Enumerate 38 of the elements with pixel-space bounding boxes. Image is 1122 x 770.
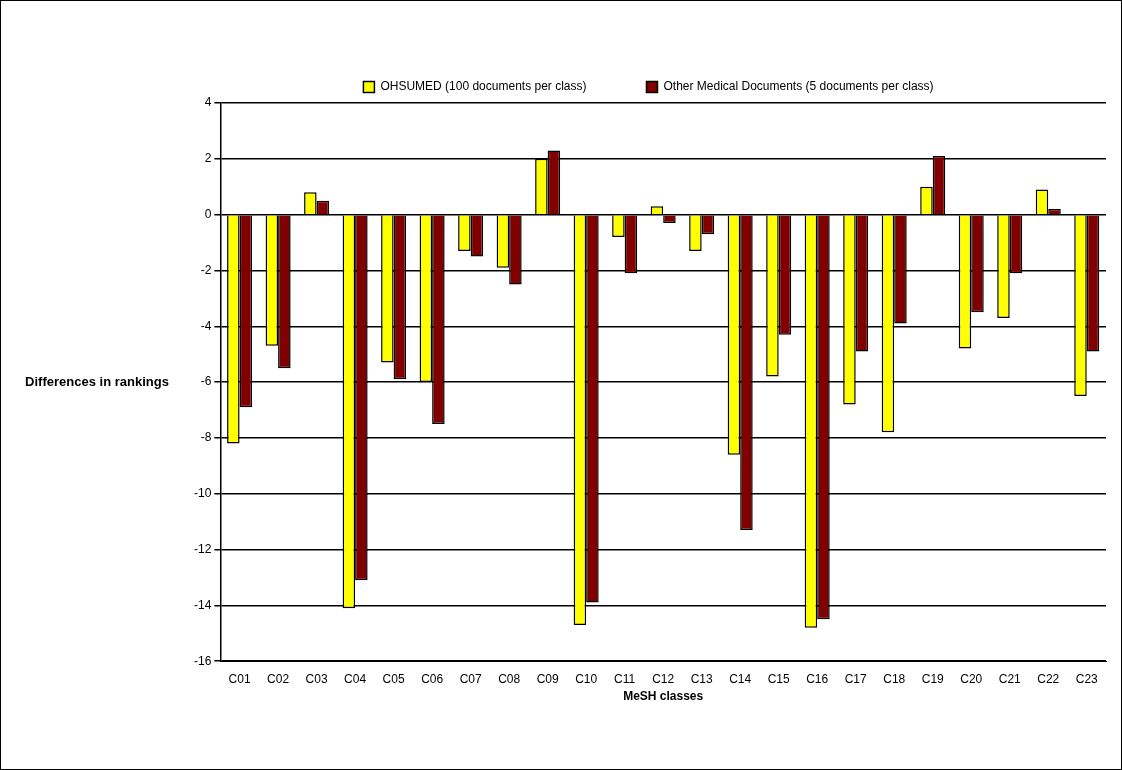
x-tick-label: C07: [459, 671, 482, 686]
y-tick-label: -6: [200, 374, 212, 389]
x-tick-label: C10: [575, 671, 598, 686]
x-tick-label: C17: [844, 671, 868, 686]
x-tick-label: C13: [690, 671, 714, 686]
legend-label: OHSUMED (100 documents per class): [380, 79, 587, 94]
x-tick-label: C15: [767, 671, 791, 686]
x-tick-label: C03: [305, 671, 328, 686]
y-tick-label: -14: [194, 597, 212, 612]
y-tick-label: 4: [204, 95, 212, 110]
y-axis-title: Differences in rankings: [25, 373, 169, 389]
x-tick-label: C12: [652, 671, 675, 686]
y-tick-label: -12: [194, 541, 212, 556]
x-tick-label: C02: [267, 671, 290, 686]
x-tick-label: C19: [921, 671, 945, 686]
y-tick-label: -8: [200, 430, 212, 445]
y-tick-label: -2: [200, 262, 212, 277]
x-tick-label: C21: [998, 671, 1022, 686]
x-tick-label: C14: [729, 671, 752, 686]
y-tick-label: -16: [194, 653, 212, 668]
y-tick-label: 2: [204, 151, 212, 166]
x-axis-title: MeSH classes: [623, 689, 704, 704]
x-tick-label: C08: [498, 671, 521, 686]
x-tick-label: C22: [1037, 671, 1060, 686]
x-tick-label: C16: [806, 671, 829, 686]
x-tick-label: C01: [228, 671, 251, 686]
legend-label: Other Medical Documents (5 documents per class): [663, 79, 934, 94]
x-tick-label: C06: [421, 671, 444, 686]
y-tick-label: -10: [194, 486, 212, 501]
y-tick-label: 0: [204, 206, 212, 221]
x-tick-label: C05: [382, 671, 405, 686]
x-tick-label: C20: [960, 671, 983, 686]
y-tick-label: -4: [200, 318, 212, 333]
x-tick-label: C23: [1075, 671, 1099, 686]
x-tick-label: C18: [883, 671, 906, 686]
x-tick-label: C09: [536, 671, 559, 686]
x-tick-label: C11: [614, 671, 636, 686]
x-tick-label: C04: [344, 671, 367, 686]
